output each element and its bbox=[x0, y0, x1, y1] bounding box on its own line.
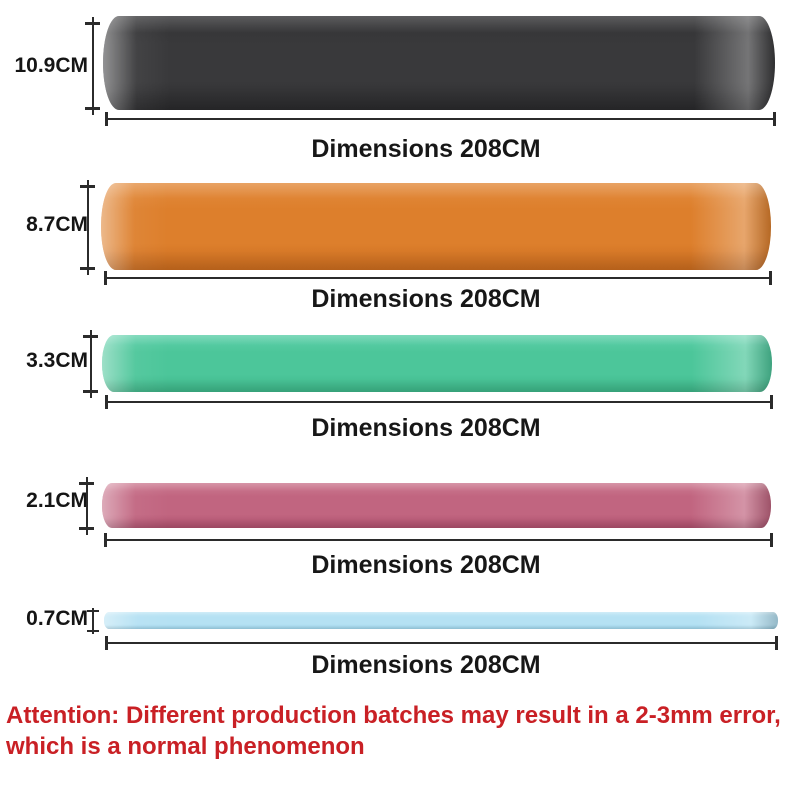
horizontal-dimension-line bbox=[104, 271, 772, 285]
band-length-label: Dimensions 208CM bbox=[311, 285, 541, 313]
band-length-label: Dimensions 208CM bbox=[311, 414, 541, 442]
band-width-label: 2.1CM bbox=[26, 489, 88, 512]
vertical-dimension-line bbox=[80, 180, 95, 275]
band-green bbox=[102, 335, 772, 392]
horizontal-dimension-line bbox=[105, 112, 776, 126]
vertical-dimension-line bbox=[79, 477, 94, 535]
band-blue bbox=[104, 612, 778, 629]
band-orange bbox=[101, 183, 771, 270]
band-length-label: Dimensions 208CM bbox=[311, 551, 541, 579]
vertical-dimension-line bbox=[87, 608, 99, 634]
attention-line-2: which is a normal phenomenon bbox=[6, 733, 365, 760]
vertical-dimension-line bbox=[83, 330, 98, 398]
horizontal-dimension-line bbox=[105, 395, 773, 409]
band-width-label: 8.7CM bbox=[26, 213, 88, 236]
horizontal-dimension-line bbox=[104, 533, 773, 547]
band-width-label: 10.9CM bbox=[14, 54, 88, 77]
vertical-dimension-line bbox=[85, 17, 100, 115]
band-black bbox=[103, 16, 775, 110]
band-width-label: 3.3CM bbox=[26, 349, 88, 372]
attention-line-1: Attention: Different production batches … bbox=[6, 702, 781, 729]
band-width-label: 0.7CM bbox=[26, 607, 88, 630]
band-length-label: Dimensions 208CM bbox=[311, 651, 541, 679]
band-pink bbox=[102, 483, 771, 528]
horizontal-dimension-line bbox=[105, 636, 778, 650]
band-length-label: Dimensions 208CM bbox=[311, 135, 541, 163]
attention-note: Attention: Different production batches … bbox=[6, 700, 800, 762]
